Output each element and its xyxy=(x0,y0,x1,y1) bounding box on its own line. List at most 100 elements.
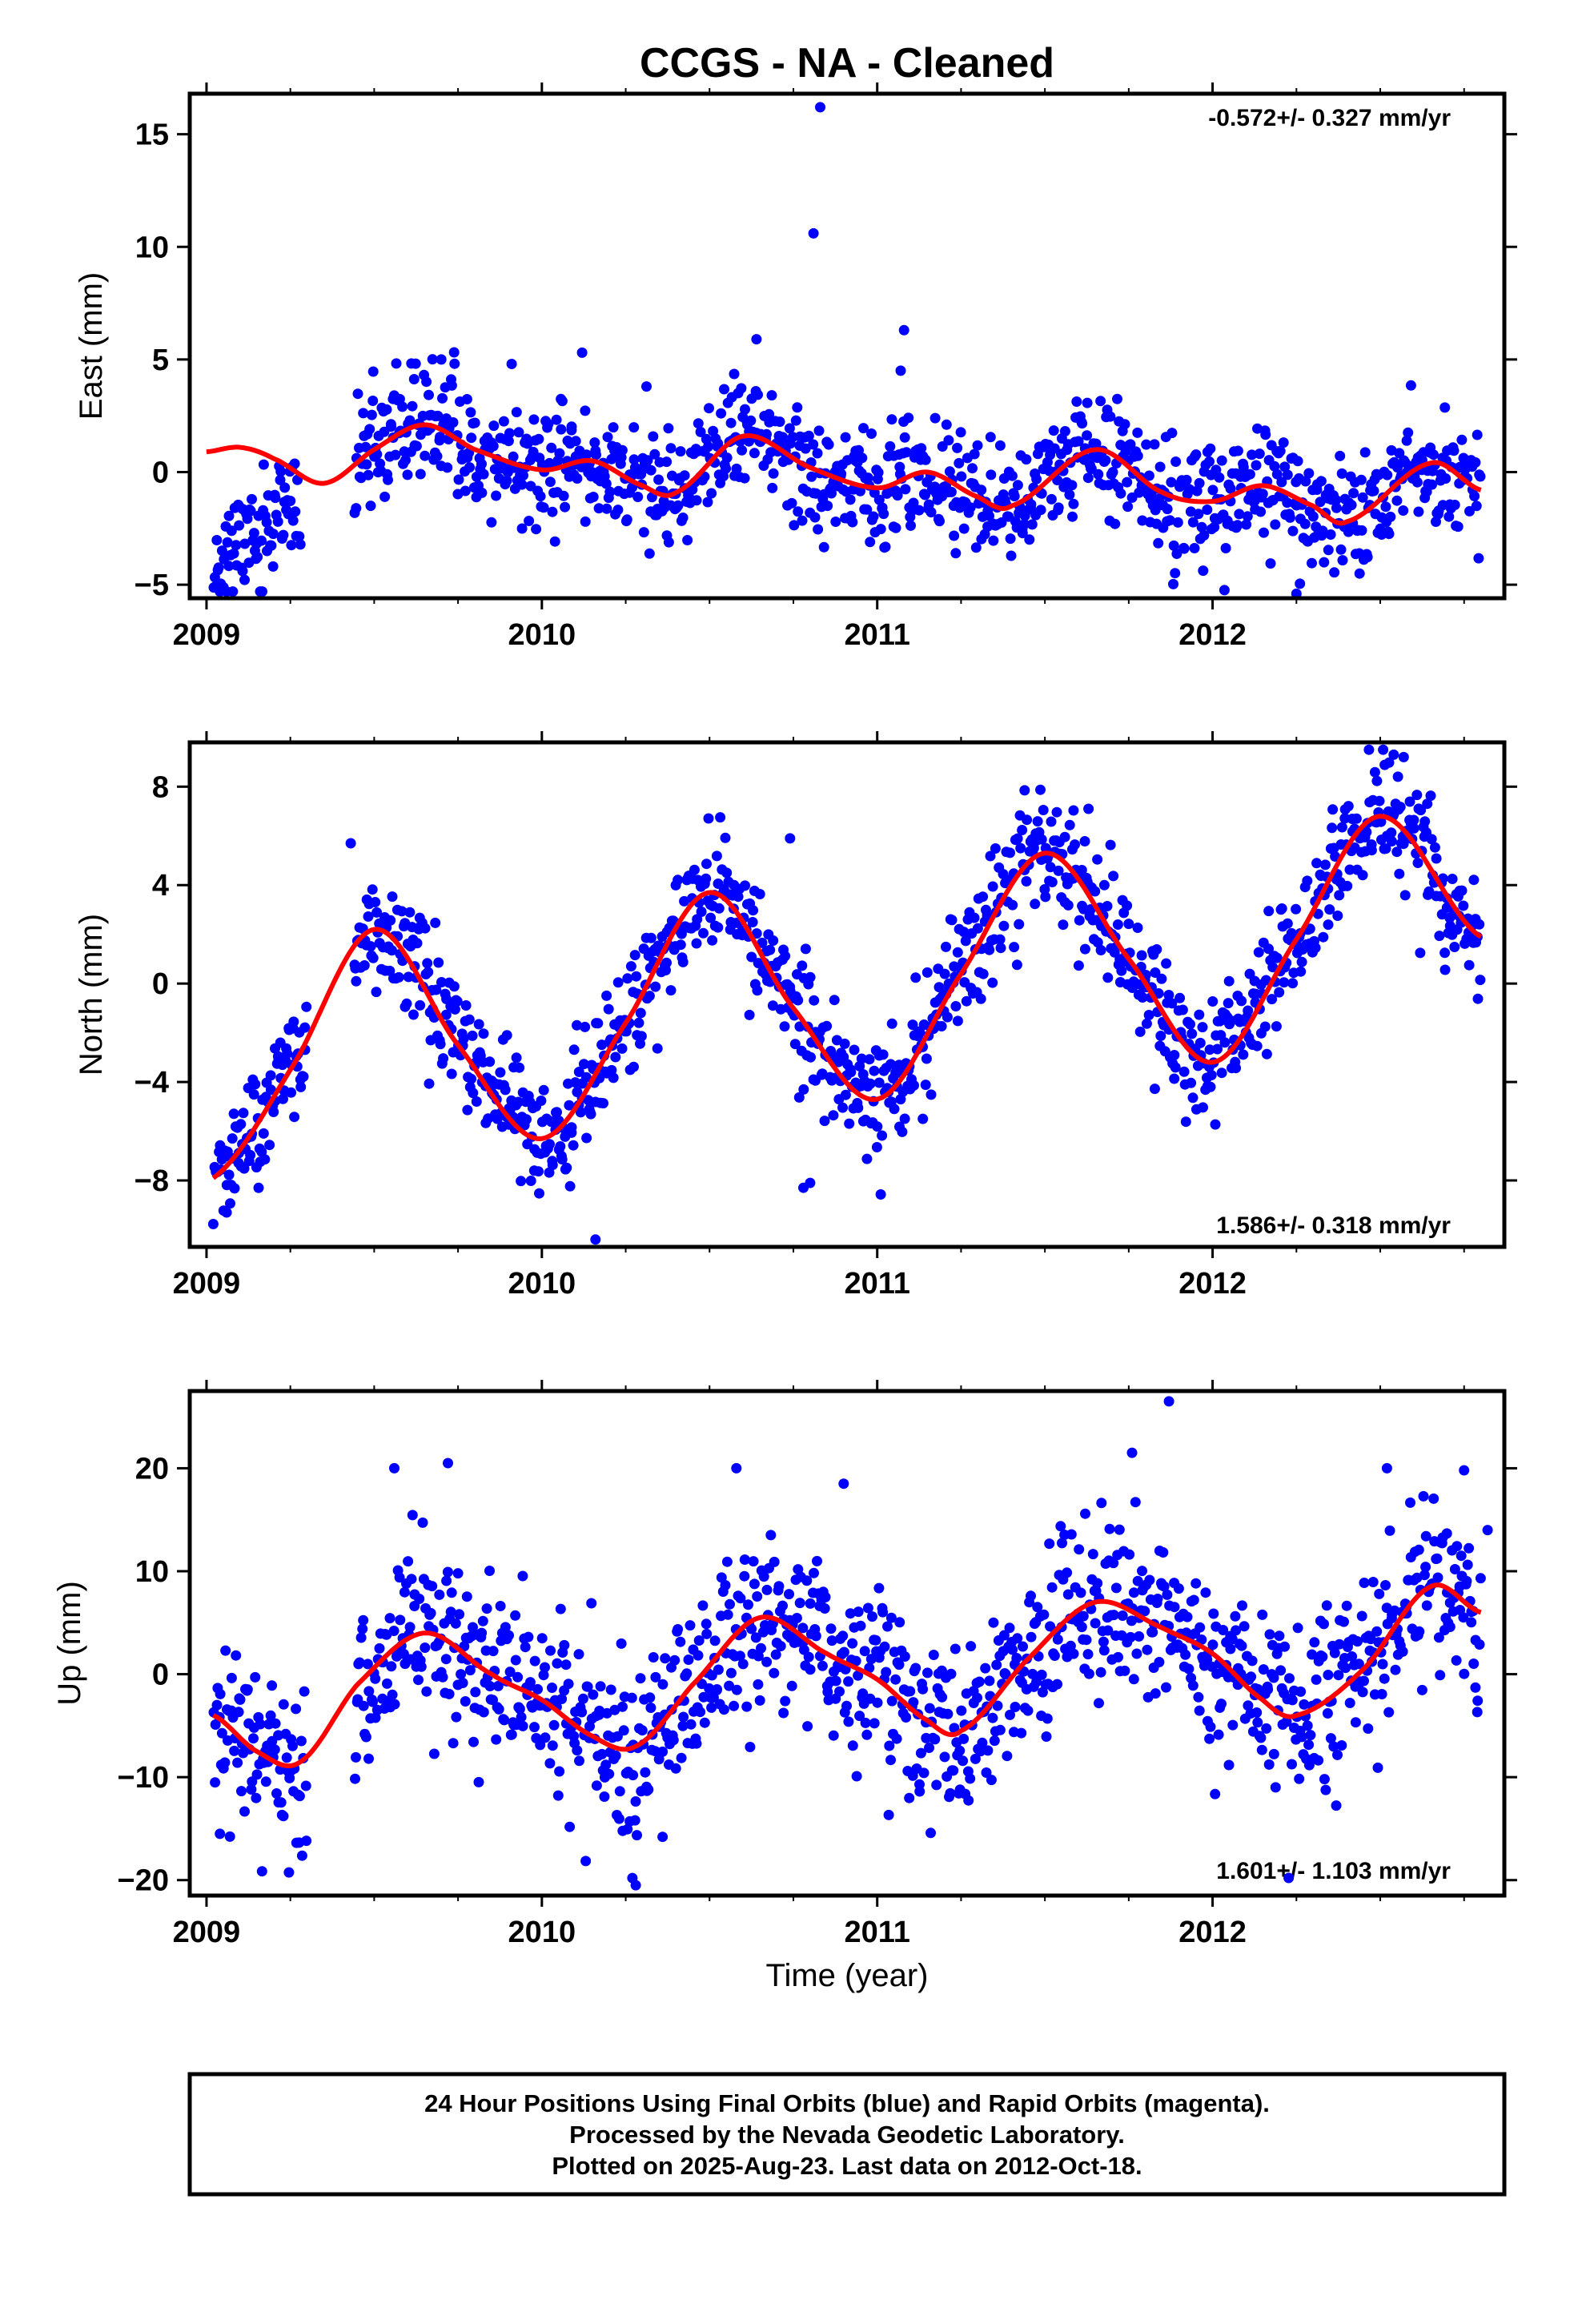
north-data-point xyxy=(468,1088,479,1099)
north-data-point xyxy=(363,911,374,922)
east-data-point xyxy=(404,415,416,426)
east-outlier-point xyxy=(808,227,819,239)
east-data-point xyxy=(558,490,569,501)
north-data-point xyxy=(1177,1004,1188,1015)
east-data-point xyxy=(632,492,644,502)
east-data-point xyxy=(1017,528,1028,539)
east-data-point xyxy=(1026,519,1038,530)
east-data-point xyxy=(1082,430,1093,441)
up-data-point xyxy=(1108,1558,1119,1569)
north-data-point xyxy=(889,1104,900,1115)
up-data-point xyxy=(251,1792,262,1803)
north-data-point xyxy=(1059,831,1070,842)
up-data-point xyxy=(514,1703,525,1715)
up-data-point xyxy=(1114,1524,1125,1535)
up-data-point xyxy=(403,1556,414,1567)
east-data-point xyxy=(731,463,742,474)
north-data-point xyxy=(1005,847,1015,858)
east-data-point xyxy=(908,497,919,509)
east-data-point xyxy=(1279,461,1291,472)
up-data-point xyxy=(1074,1544,1085,1555)
east-data-point xyxy=(845,494,856,505)
east-data-point xyxy=(1031,473,1042,485)
up-data-point xyxy=(523,1631,534,1642)
north-data-point xyxy=(1392,771,1403,782)
north-data-point xyxy=(1036,834,1047,845)
up-data-point xyxy=(1119,1665,1130,1676)
up-data-point xyxy=(275,1797,287,1808)
east-data-point xyxy=(677,513,689,523)
north-data-point xyxy=(939,968,950,979)
east-data-point xyxy=(1026,499,1037,510)
up-data-point xyxy=(1004,1622,1015,1634)
up-data-point xyxy=(242,1684,253,1695)
north-data-point xyxy=(460,1000,472,1011)
east-data-point xyxy=(862,472,873,484)
north-data-point xyxy=(805,971,816,983)
up-data-point xyxy=(1474,1639,1485,1650)
east-data-point xyxy=(367,366,379,377)
east-data-point xyxy=(1270,519,1281,530)
north-data-point xyxy=(975,993,986,1004)
east-data-point xyxy=(476,487,488,498)
north-data-point xyxy=(1319,859,1331,870)
up-data-point xyxy=(363,1753,374,1764)
up-data-point xyxy=(574,1755,584,1767)
north-data-point xyxy=(1408,822,1419,834)
east-data-point xyxy=(1385,511,1396,522)
north-data-point xyxy=(865,1078,876,1089)
north-data-point xyxy=(1105,839,1116,850)
up-data-point xyxy=(420,1642,431,1653)
north-data-point xyxy=(1431,853,1442,864)
up-data-point xyxy=(295,1735,307,1747)
up-data-point xyxy=(1428,1493,1439,1504)
up-data-point xyxy=(914,1786,926,1797)
up-data-point xyxy=(699,1717,710,1728)
up-data-point xyxy=(809,1567,819,1578)
up-data-point xyxy=(865,1654,877,1665)
east-data-point xyxy=(379,491,391,502)
up-data-point xyxy=(1328,1741,1339,1752)
up-data-point xyxy=(614,1786,625,1797)
east-data-point xyxy=(513,427,524,438)
east-data-point xyxy=(543,419,554,430)
east-data-point xyxy=(766,390,777,401)
up-data-point xyxy=(220,1645,231,1656)
north-data-point xyxy=(1046,877,1058,887)
up-data-point xyxy=(417,1517,428,1528)
east-data-point xyxy=(1251,460,1262,471)
east-data-point xyxy=(397,401,408,412)
east-data-point xyxy=(661,456,673,468)
north-data-point xyxy=(622,973,633,984)
east-data-point xyxy=(270,493,281,504)
north-data-point xyxy=(1170,1062,1181,1073)
east-data-point xyxy=(604,486,616,497)
up-data-point xyxy=(645,1703,656,1713)
east-data-point xyxy=(1187,517,1199,528)
east-data-point xyxy=(1355,474,1367,485)
north-data-point xyxy=(1415,947,1426,959)
up-x-tick-label: 2011 xyxy=(844,1916,909,1949)
up-data-point xyxy=(1080,1508,1090,1519)
north-data-point xyxy=(936,1021,947,1031)
east-data-point xyxy=(1166,476,1177,488)
east-data-point xyxy=(460,485,471,497)
up-data-point xyxy=(1137,1566,1147,1577)
north-data-point xyxy=(1163,990,1174,1000)
east-data-point xyxy=(1282,497,1293,509)
east-data-point xyxy=(1278,437,1289,448)
east-data-point xyxy=(642,455,653,466)
up-data-point xyxy=(1283,1872,1295,1884)
east-data-point xyxy=(381,404,392,415)
up-data-point xyxy=(1365,1634,1376,1645)
north-data-point xyxy=(1092,854,1103,865)
up-data-point xyxy=(734,1651,745,1662)
north-data-point xyxy=(636,1031,647,1042)
up-data-point xyxy=(1371,1626,1383,1637)
north-data-point xyxy=(1327,822,1338,834)
north-data-point xyxy=(265,1084,276,1096)
up-data-point xyxy=(1359,1675,1369,1687)
up-y-tick-label: 10 xyxy=(135,1555,169,1589)
north-data-point xyxy=(1070,839,1080,850)
up-data-point xyxy=(1257,1609,1268,1620)
